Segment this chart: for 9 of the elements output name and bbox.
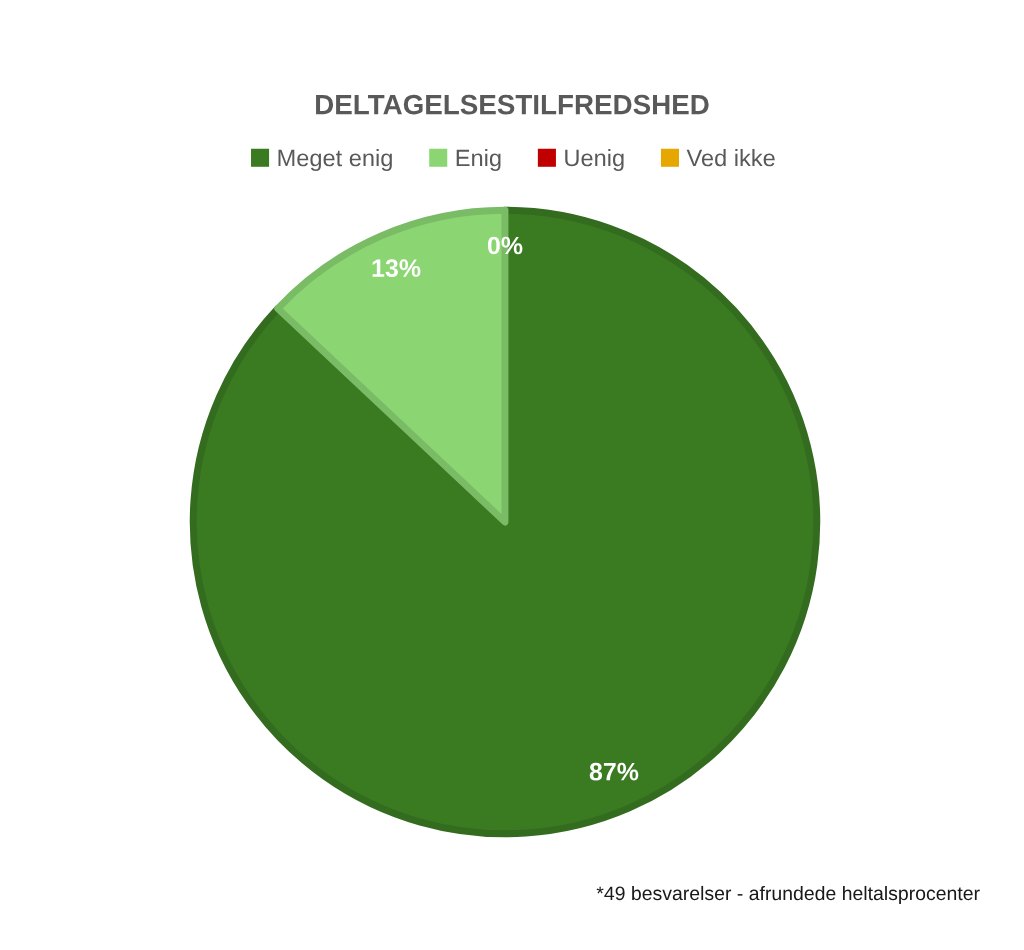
legend-label: Meget enig [278,149,392,172]
data-label: 13% [372,259,421,277]
legend-label: Ved ikke [686,149,775,167]
text: 0% [487,236,523,255]
legend-label: Enig [456,149,501,172]
legend-label: Uenig [565,149,624,172]
chart-title: DELTAGELSESTILFREDSHED [316,94,709,115]
data-label: 87% [589,762,639,781]
text: *49 besvarelser - afrundede heltalsprocenter [596,885,980,905]
